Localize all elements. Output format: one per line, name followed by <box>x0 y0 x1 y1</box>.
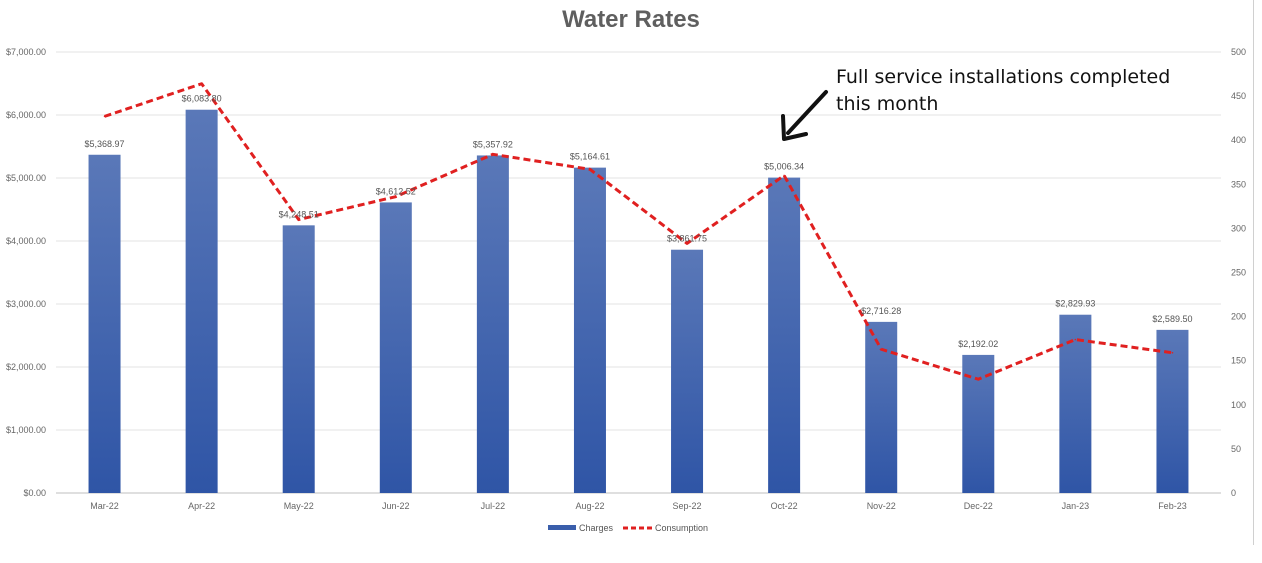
bar-value-label: $2,829.93 <box>1055 299 1095 309</box>
right-tick-label: 200 <box>1231 312 1246 322</box>
right-tick-label: 50 <box>1231 444 1241 454</box>
data-labels: $5,368.97 $6,083.80 $4,248.51 $4,612.52 $5,3… <box>85 94 1193 349</box>
bar-oct-22 <box>768 177 801 493</box>
x-tick-label: May-22 <box>284 501 314 511</box>
annotation-line-1: Full service installations completed <box>836 66 1171 88</box>
left-tick-label: $0.00 <box>23 488 46 498</box>
x-tick-label: Aug-22 <box>575 501 604 511</box>
x-tick-label: Feb-23 <box>1158 501 1187 511</box>
right-tick-label: 300 <box>1231 223 1246 233</box>
bar-jan-23 <box>1059 314 1092 493</box>
consumption-point <box>492 153 494 156</box>
bar-jun-22 <box>379 202 412 493</box>
bar-feb-23 <box>1156 329 1189 493</box>
bar-mar-22 <box>88 154 121 493</box>
left-tick-label: $7,000.00 <box>6 47 46 57</box>
gridlines <box>56 51 1221 494</box>
consumption-point <box>783 174 785 177</box>
x-tick-label: Apr-22 <box>188 501 215 511</box>
right-tick-label: 350 <box>1231 179 1246 189</box>
bar-value-label: $6,083.80 <box>182 94 222 104</box>
right-tick-label: 450 <box>1231 91 1246 101</box>
x-tick-label: Dec-22 <box>964 501 993 511</box>
bar-value-label: $3,861.75 <box>667 234 707 244</box>
right-tick-label: 500 <box>1231 47 1246 57</box>
left-tick-label: $5,000.00 <box>6 173 46 183</box>
bar-sep-22 <box>671 249 704 493</box>
annotation-line-2: this month <box>836 93 939 115</box>
legend-label-charges: Charges <box>579 523 614 533</box>
consumption-point <box>1171 351 1174 354</box>
consumption-point <box>103 115 106 118</box>
legend-swatch-charges <box>548 525 576 530</box>
consumption-point <box>977 378 980 381</box>
consumption-point <box>1074 338 1077 341</box>
chart-title: Water Rates <box>562 6 700 33</box>
charges-bars <box>88 109 1189 494</box>
right-tick-label: 250 <box>1231 268 1246 278</box>
x-axis: Mar-22 Apr-22 May-22 Jun-22 Jul-22 Aug-22 Sep-… <box>90 501 1186 511</box>
legend: Charges Consumption <box>548 523 708 533</box>
consumption-point <box>880 348 883 351</box>
bar-value-label: $5,368.97 <box>85 139 125 149</box>
bar-nov-22 <box>865 321 898 493</box>
left-tick-label: $3,000.00 <box>6 299 46 309</box>
bar-value-label: $2,192.02 <box>958 339 998 349</box>
consumption-series-line <box>104 82 1173 381</box>
bar-apr-22 <box>185 109 218 494</box>
x-tick-label: Jul-22 <box>481 501 506 511</box>
right-tick-label: 100 <box>1231 400 1246 410</box>
consumption-point <box>200 82 203 85</box>
consumption-line <box>103 82 1174 381</box>
left-tick-label: $4,000.00 <box>6 236 46 246</box>
right-tick-label: 0 <box>1231 488 1236 498</box>
bar-value-label: $5,006.34 <box>764 162 804 172</box>
bar-value-label: $4,248.51 <box>279 209 319 219</box>
bar-value-label: $5,357.92 <box>473 139 513 149</box>
left-tick-label: $6,000.00 <box>6 110 46 120</box>
right-axis: 0 50 100 150 200 250 300 350 400 450 500 <box>1231 47 1246 498</box>
consumption-point <box>297 218 300 221</box>
x-tick-label: Nov-22 <box>867 501 896 511</box>
bar-aug-22 <box>573 167 606 493</box>
bar-value-label: $2,716.28 <box>861 306 901 316</box>
x-tick-label: Jan-23 <box>1062 501 1090 511</box>
bar-may-22 <box>282 225 315 493</box>
legend-label-consumption: Consumption <box>655 523 708 533</box>
page-edge-rule <box>1253 0 1254 545</box>
left-axis: $0.00 $1,000.00 $2,000.00 $3,000.00 $4,000.0… <box>6 47 46 498</box>
bar-value-label: $2,589.50 <box>1152 314 1192 324</box>
right-tick-label: 150 <box>1231 356 1246 366</box>
annotation-arrow <box>781 90 828 141</box>
x-tick-label: Oct-22 <box>771 501 798 511</box>
bar-value-label: $4,612.52 <box>376 186 416 196</box>
bar-value-label: $5,164.61 <box>570 152 610 162</box>
consumption-point <box>394 195 397 198</box>
left-tick-label: $2,000.00 <box>6 362 46 372</box>
bar-jul-22 <box>476 155 509 493</box>
right-tick-label: 400 <box>1231 135 1246 145</box>
consumption-point <box>686 242 688 245</box>
left-tick-label: $1,000.00 <box>6 425 46 435</box>
x-tick-label: Jun-22 <box>382 501 410 511</box>
x-tick-label: Sep-22 <box>673 501 702 511</box>
consumption-point <box>589 168 591 171</box>
x-tick-label: Mar-22 <box>90 501 119 511</box>
annotation-text: Full service installations completed thi… <box>836 64 1236 118</box>
